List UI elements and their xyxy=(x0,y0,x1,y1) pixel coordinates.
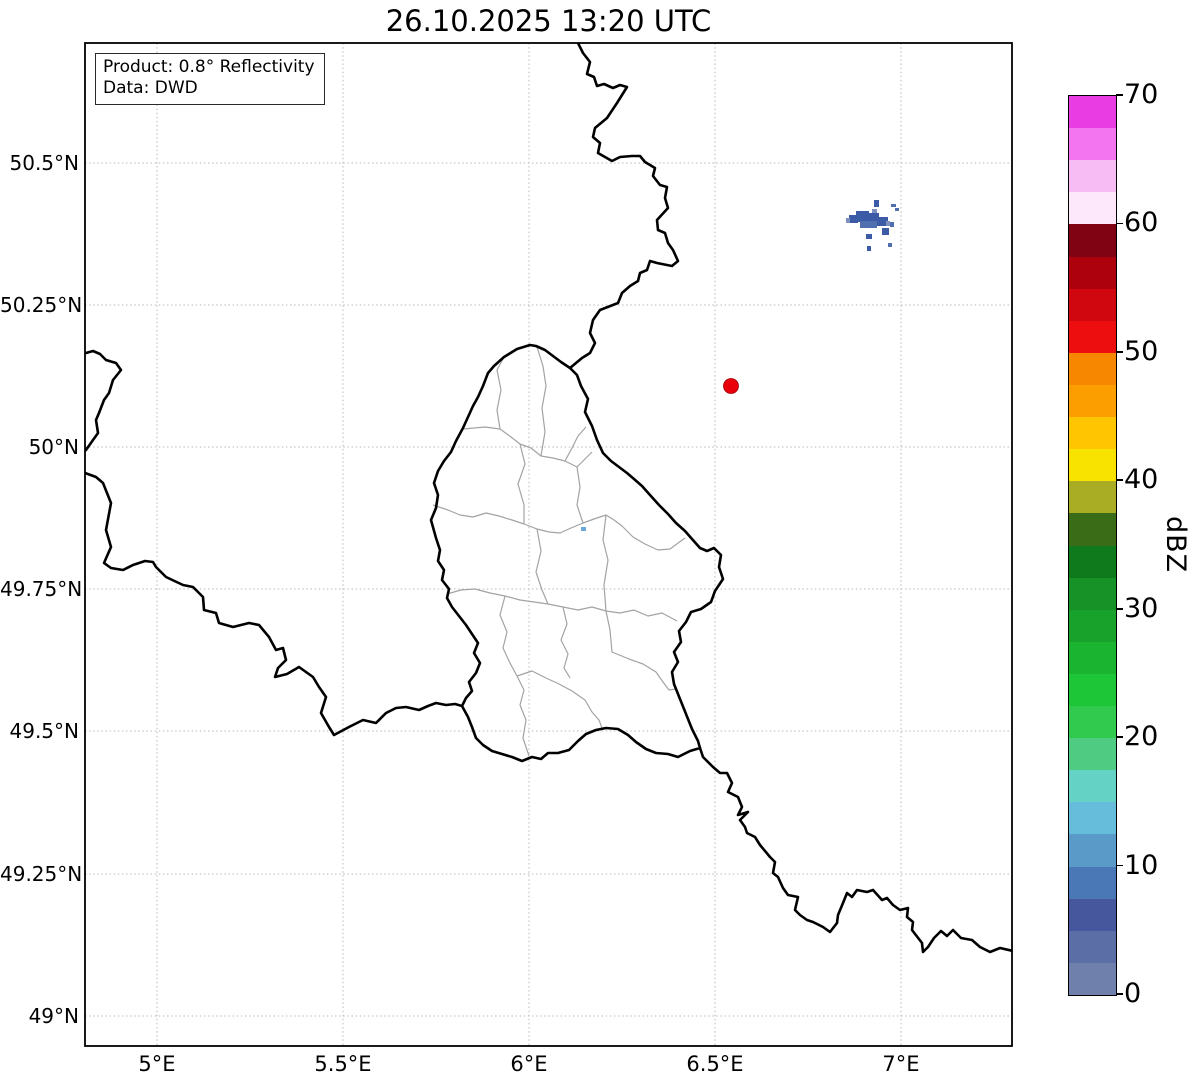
radar-echo-cell xyxy=(888,243,892,247)
colorbar-segment xyxy=(1069,930,1116,963)
radar-echo-cell xyxy=(891,204,896,207)
colorbar-segment xyxy=(1069,866,1116,899)
colorbar-segment xyxy=(1069,449,1116,482)
colorbar-segment xyxy=(1069,192,1116,225)
radar-echo-cell xyxy=(872,209,877,213)
colorbar-tick-mark xyxy=(1116,993,1123,995)
radar-echo-cell xyxy=(874,200,879,207)
figure-title: 26.10.2025 13:20 UTC xyxy=(385,4,712,38)
colorbar-tick-label: 40 xyxy=(1124,464,1159,496)
radar-site-marker xyxy=(723,378,739,394)
colorbar-segment xyxy=(1069,673,1116,707)
x-tick-label: 5°E xyxy=(138,1052,176,1076)
colorbar-tick-label: 60 xyxy=(1124,207,1159,239)
colorbar-tick-label: 20 xyxy=(1124,721,1159,753)
radar-echo-cell xyxy=(581,527,586,531)
x-tick-label: 6°E xyxy=(510,1052,548,1076)
radar-echo-cell xyxy=(890,222,894,227)
colorbar-tick-mark xyxy=(1116,351,1123,353)
y-tick-label: 49.5°N xyxy=(9,719,80,743)
colorbar-segment xyxy=(1069,320,1116,353)
colorbar-tick-label: 0 xyxy=(1124,978,1142,1009)
map-frame xyxy=(84,42,1013,1047)
colorbar-tick-mark xyxy=(1116,607,1123,610)
radar-echo-layer xyxy=(581,200,899,531)
colorbar-segment xyxy=(1069,96,1116,129)
colorbar-segment xyxy=(1069,577,1116,610)
border-luxembourg xyxy=(429,343,725,763)
colorbar-tick-label: 50 xyxy=(1124,335,1159,367)
radar-echo-cell xyxy=(882,228,889,235)
radar-echo-cell xyxy=(860,221,877,228)
radar-echo-cell xyxy=(886,221,890,226)
colorbar-segment xyxy=(1069,706,1116,739)
colorbar-segment xyxy=(1069,738,1116,771)
data-source-label: Data: DWD xyxy=(103,78,198,98)
radar-echo-cell xyxy=(856,211,869,222)
y-tick-label: 50.5°N xyxy=(9,151,80,175)
border-france-belgium-north xyxy=(85,349,123,452)
colorbar-unit-label: dBZ xyxy=(1160,516,1191,574)
colorbar-segment xyxy=(1069,384,1116,418)
colorbar-segment xyxy=(1069,802,1116,835)
graticule-gridlines xyxy=(85,43,1012,1046)
radar-echo-cell xyxy=(866,234,872,239)
colorbar-segment xyxy=(1069,834,1116,867)
colorbar-tick-mark xyxy=(1116,736,1123,738)
y-tick-label: 49.25°N xyxy=(0,862,83,886)
x-tick-label: 7°E xyxy=(882,1052,920,1076)
colorbar-segment xyxy=(1069,256,1116,289)
marker-layer xyxy=(723,378,739,394)
colorbar-tick-mark xyxy=(1116,222,1123,225)
district-borders xyxy=(432,346,686,757)
colorbar-segment xyxy=(1069,609,1116,642)
x-tick-label: 6.5°E xyxy=(686,1052,744,1076)
radar-echo-cell xyxy=(867,246,871,251)
y-tick-label: 50°N xyxy=(28,435,79,459)
country-borders xyxy=(85,43,1012,954)
colorbar-tick-label: 30 xyxy=(1124,592,1159,624)
x-tick-label: 5.5°E xyxy=(314,1052,372,1076)
colorbar-tick-mark xyxy=(1116,864,1123,867)
colorbar-segment xyxy=(1069,962,1116,995)
colorbar-segment xyxy=(1069,288,1116,321)
y-tick-label: 49°N xyxy=(28,1004,79,1028)
colorbar-segment xyxy=(1069,128,1116,161)
colorbar-tick-mark xyxy=(1116,479,1123,482)
colorbar-tick-label: 10 xyxy=(1124,849,1159,881)
radar-echo-cell xyxy=(878,217,888,226)
colorbar-segment xyxy=(1069,770,1116,803)
radar-echo-cell xyxy=(846,218,850,223)
colorbar-segment xyxy=(1069,481,1116,514)
colorbar-segment xyxy=(1069,513,1116,546)
colorbar xyxy=(1068,95,1117,996)
product-label: Product: 0.8° Reflectivity xyxy=(103,57,315,77)
radar-echo-cell xyxy=(895,208,899,211)
y-tick-label: 49.75°N xyxy=(0,577,83,601)
border-belgium-germany xyxy=(568,43,680,370)
y-tick-label: 50.25°N xyxy=(0,293,83,317)
colorbar-segment xyxy=(1069,417,1116,450)
border-france-belgium xyxy=(85,471,464,737)
colorbar-segment xyxy=(1069,224,1116,257)
radar-echo-cell xyxy=(849,215,858,223)
product-info-box: Product: 0.8° Reflectivity Data: DWD xyxy=(95,53,325,105)
colorbar-segment xyxy=(1069,641,1116,674)
colorbar-segment xyxy=(1069,160,1116,193)
border-france-germany xyxy=(698,746,1012,954)
colorbar-segment xyxy=(1069,898,1116,931)
colorbar-segment xyxy=(1069,352,1116,385)
colorbar-segment xyxy=(1069,545,1116,578)
colorbar-tick-mark xyxy=(1116,94,1123,96)
colorbar-tick-label: 70 xyxy=(1124,79,1159,110)
